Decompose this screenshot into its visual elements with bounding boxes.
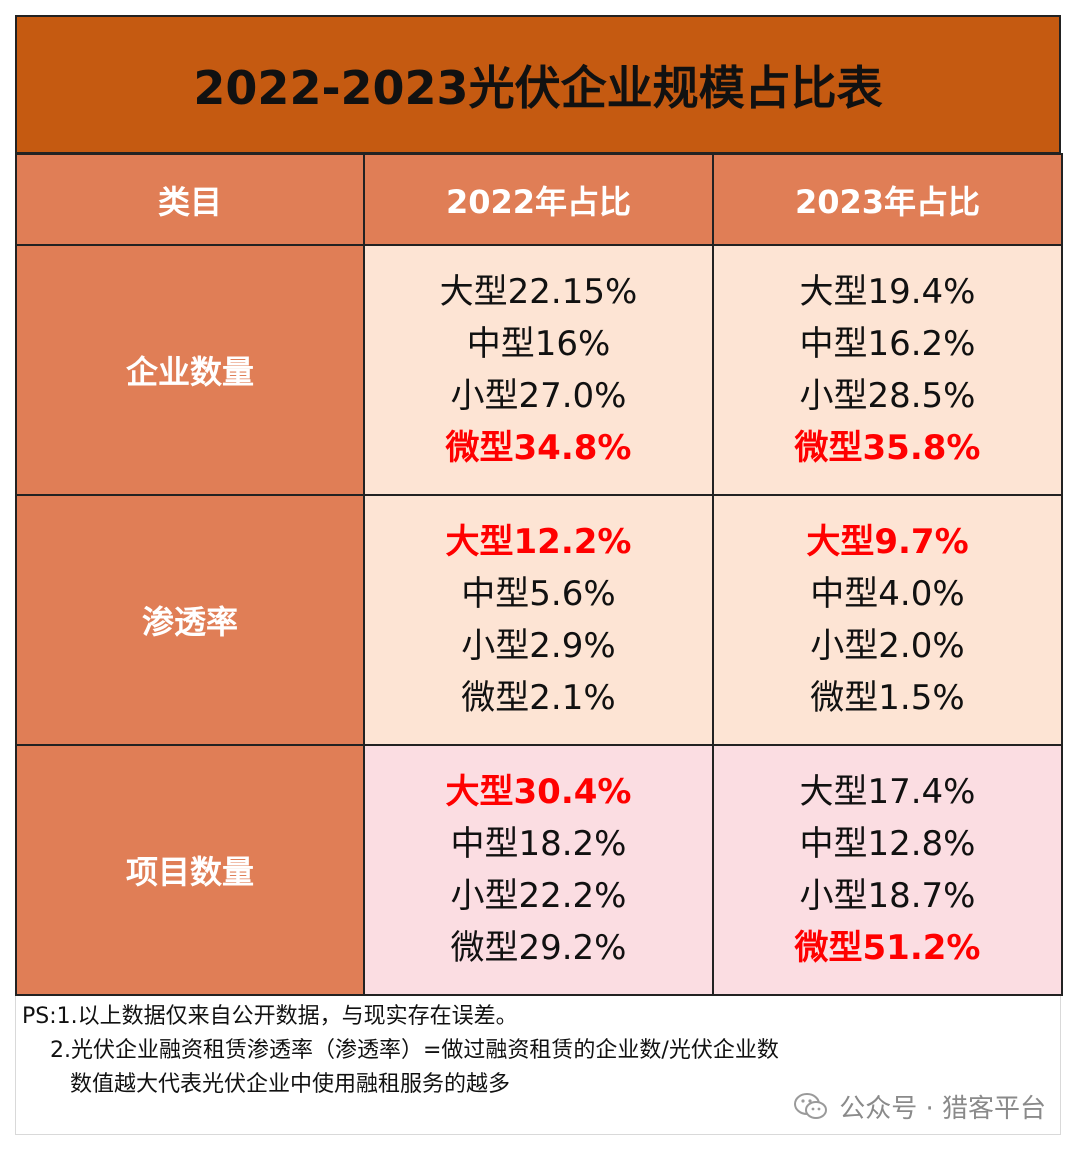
cell-2022: 大型30.4% 中型18.2% 小型22.2% 微型29.2% [363, 744, 714, 996]
value-line: 大型17.4% [799, 772, 976, 812]
value-line: 中型5.6% [461, 574, 616, 614]
wechat-icon [794, 1092, 828, 1119]
cell-2023: 大型9.7% 中型4.0% 小型2.0% 微型1.5% [712, 494, 1063, 746]
cell-2022: 大型22.15% 中型16% 小型27.0% 微型34.8% [363, 244, 714, 496]
value-line: 微型29.2% [450, 928, 627, 968]
header-category: 类目 [15, 153, 365, 246]
row-category: 渗透率 [15, 494, 365, 746]
row-category: 项目数量 [15, 744, 365, 996]
data-table: 类目 2022年占比 2023年占比 企业数量 大型22.15% 中型16% 小… [15, 153, 1063, 996]
value-line: 小型2.9% [461, 626, 616, 666]
value-line: 大型22.15% [439, 272, 638, 312]
value-line: 中型16.2% [799, 324, 976, 364]
value-line: 中型12.8% [799, 824, 976, 864]
value-line: 小型28.5% [799, 376, 976, 416]
table-row: 渗透率 大型12.2% 中型5.6% 小型2.9% 微型2.1% 大型9.7% … [15, 494, 1063, 746]
value-line: 小型18.7% [799, 876, 976, 916]
value-line: 大型12.2% [445, 522, 632, 562]
footnote-2: 2.光伏企业融资租赁渗透率（渗透率）=做过融资租赁的企业数/光伏企业数 [50, 1038, 779, 1063]
header-row: 类目 2022年占比 2023年占比 [15, 153, 1063, 246]
footnote-1: PS:1.以上数据仅来自公开数据，与现实存在误差。 [22, 1004, 518, 1029]
header-2022: 2022年占比 [363, 153, 714, 246]
value-line: 微型34.8% [445, 428, 632, 468]
value-line: 大型30.4% [445, 772, 632, 812]
table-row: 项目数量 大型30.4% 中型18.2% 小型22.2% 微型29.2% 大型1… [15, 744, 1063, 996]
value-line: 中型16% [466, 324, 611, 364]
value-line: 大型9.7% [806, 522, 969, 562]
cell-2022: 大型12.2% 中型5.6% 小型2.9% 微型2.1% [363, 494, 714, 746]
value-line: 微型51.2% [794, 928, 981, 968]
footnotes: PS:1.以上数据仅来自公开数据，与现实存在误差。 2.光伏企业融资租赁渗透率（… [22, 1000, 779, 1102]
footnote-3: 数值越大代表光伏企业中使用融租服务的越多 [70, 1072, 511, 1097]
value-line: 微型1.5% [810, 678, 965, 718]
value-line: 微型2.1% [461, 678, 616, 718]
title-bar: 2022-2023光伏企业规模占比表 [15, 15, 1061, 154]
value-line: 中型4.0% [810, 574, 965, 614]
value-line: 中型18.2% [450, 824, 627, 864]
watermark-text: 公众号 · 猎客平台 [839, 1094, 1046, 1124]
page-title: 2022-2023光伏企业规模占比表 [193, 60, 883, 115]
row-category: 企业数量 [15, 244, 365, 496]
value-line: 微型35.8% [794, 428, 981, 468]
value-line: 大型19.4% [799, 272, 976, 312]
cell-2023: 大型19.4% 中型16.2% 小型28.5% 微型35.8% [712, 244, 1063, 496]
table-row: 企业数量 大型22.15% 中型16% 小型27.0% 微型34.8% 大型19… [15, 244, 1063, 496]
value-line: 小型22.2% [450, 876, 627, 916]
value-line: 小型2.0% [810, 626, 965, 666]
cell-2023: 大型17.4% 中型12.8% 小型18.7% 微型51.2% [712, 744, 1063, 996]
watermark: 公众号 · 猎客平台 [793, 1088, 1046, 1125]
value-line: 小型27.0% [450, 376, 627, 416]
header-2023: 2023年占比 [712, 153, 1063, 246]
